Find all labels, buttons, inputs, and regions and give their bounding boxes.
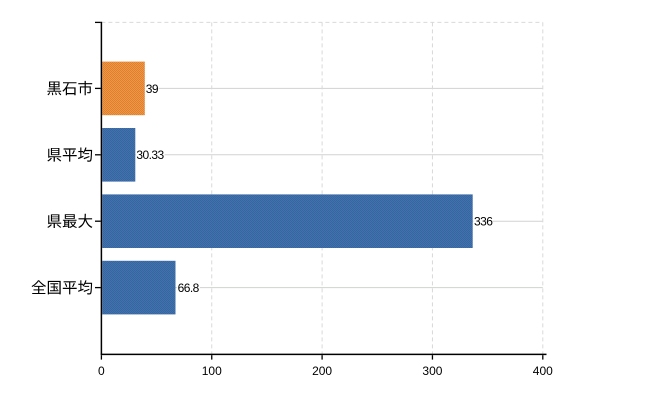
svg-text:300: 300: [422, 364, 442, 378]
svg-text:39: 39: [146, 82, 159, 96]
svg-text:336: 336: [474, 215, 493, 229]
svg-text:400: 400: [533, 364, 553, 378]
svg-text:30.33: 30.33: [136, 148, 164, 162]
svg-text:100: 100: [202, 364, 222, 378]
svg-text:0: 0: [98, 364, 105, 378]
svg-text:200: 200: [312, 364, 332, 378]
svg-text:66.8: 66.8: [178, 281, 200, 295]
